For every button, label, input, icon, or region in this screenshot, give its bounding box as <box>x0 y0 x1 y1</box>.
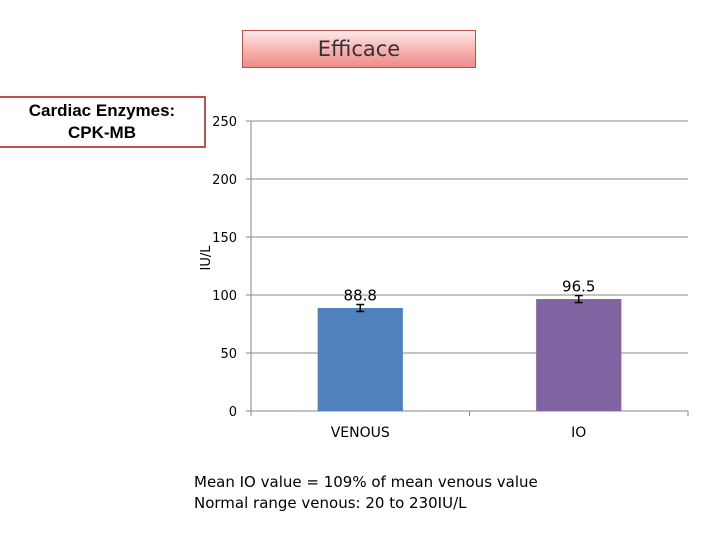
y-tick-label: 0 <box>229 405 237 420</box>
y-tick-label: 50 <box>220 347 237 362</box>
y-axis-label: IU/L <box>199 245 214 271</box>
y-tick-label: 150 <box>212 231 237 246</box>
side-label-line1: Cardiac Enzymes: <box>28 101 176 120</box>
y-tick-label: 200 <box>212 173 237 188</box>
side-label-line2: CPK-MB <box>68 123 136 142</box>
footnote: Mean IO value = 109% of mean venous valu… <box>194 472 538 514</box>
x-tick-label: VENOUS <box>331 425 390 441</box>
data-label: 88.8 <box>344 287 377 305</box>
side-label-box: Cardiac Enzymes: CPK-MB <box>0 96 206 148</box>
y-tick-label: 250 <box>212 115 237 130</box>
slide-title-text: Efficace <box>317 37 401 61</box>
slide-title: Efficace <box>242 30 476 68</box>
footnote-line-2: Normal range venous: 20 to 230IU/L <box>194 494 467 512</box>
footnote-line-1: Mean IO value = 109% of mean venous valu… <box>194 473 538 491</box>
bar-venous <box>317 307 403 411</box>
data-label: 96.5 <box>562 278 595 296</box>
bar-io <box>536 299 622 411</box>
x-tick-label: IO <box>571 425 586 441</box>
y-tick-label: 100 <box>212 289 237 304</box>
